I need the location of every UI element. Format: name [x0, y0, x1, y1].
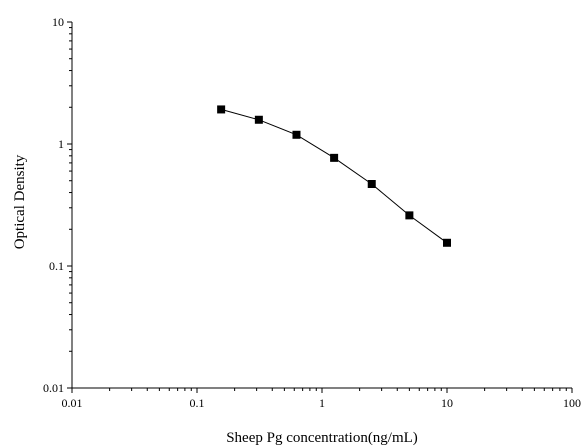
y-tick-label: 0.01: [43, 381, 64, 395]
y-tick-label: 10: [52, 15, 64, 29]
y-axis-title: Optical Density: [12, 154, 28, 249]
y-tick-label: 1: [58, 137, 64, 151]
data-point: [330, 153, 339, 162]
data-point: [254, 115, 263, 124]
x-tick-label: 10: [441, 396, 453, 410]
series: [217, 105, 451, 247]
x-axis-title: Sheep Pg concentration(ng/mL): [226, 430, 418, 446]
series-line: [220, 108, 448, 244]
data-point: [443, 238, 451, 247]
ticks: 0.01 0.1 1 10 100 0.01 0.1 1 10: [43, 15, 581, 410]
x-tick-label: 1: [319, 396, 325, 410]
x-tick-label: 0.1: [190, 396, 205, 410]
y-tick-label: 0.1: [49, 259, 64, 273]
x-tick-label: 0.01: [62, 396, 83, 410]
x-tick-label: 100: [563, 396, 581, 410]
data-point: [367, 180, 376, 189]
data-point: [292, 130, 301, 139]
data-point: [217, 105, 226, 114]
axes: [71, 22, 572, 389]
data-point: [405, 211, 414, 220]
